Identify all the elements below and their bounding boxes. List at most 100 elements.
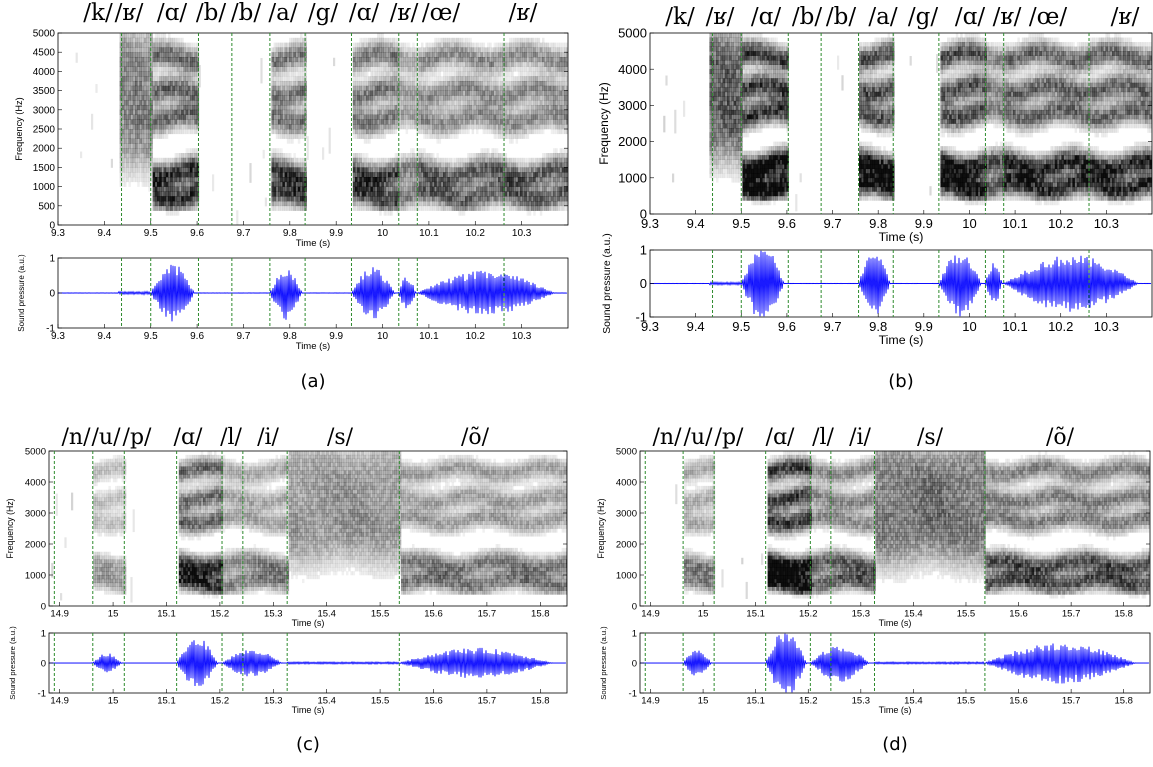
waveform-plot: -1 0 1 9.3 9.4 9.5 9.6 9.7 9.8 9.9 10 10.1 10.2 10.3 T… [17,254,569,352]
phoneme-label: /ɑ/ [955,4,985,30]
phoneme-label: /b/ [231,0,261,26]
x-tick-label: 10.2 [466,331,486,342]
chart-panel-1: 0 500 1000 1500 2000 2500 3000 3500 4000 4500 5000… [14,0,569,392]
y-axis-label: Frequency (Hz) [597,82,611,164]
spectrogram-intensity [663,33,1152,212]
y-tick-label: 0 [49,289,55,300]
x-tick-label: 15.8 [1114,609,1133,620]
y-axis-label: Sound pressure (a.u.) [599,626,608,700]
y-tick-label: 0 [49,221,55,232]
x-tick-label: 15.7 [478,609,497,620]
x-axis-label: Time (s) [879,230,924,244]
x-tick-label: 9.3 [641,216,659,231]
x-axis-label: Time (s) [292,618,325,628]
x-tick-label: 9.8 [283,331,297,342]
phoneme-label: /a/ [268,0,297,26]
waveform-trace [48,640,567,687]
x-axis-label: Time (s) [296,238,330,249]
y-axis-label: Sound pressure (a.u.) [602,233,613,334]
waveform-plot: -1 0 1 14.9 15 15.1 15.2 15.3 15.4 15.5 15.6 15.7 15… [599,626,1151,715]
phoneme-label: /ɑ/ [751,4,781,30]
y-tick-label: 2500 [33,125,56,136]
x-tick-label: 9.5 [732,216,750,231]
panel-caption: (d) [882,734,907,755]
x-tick-label: 15.7 [1062,609,1081,620]
phoneme-label: /ɑ/ [766,425,795,450]
x-tick-label: 15.4 [317,609,336,620]
x-tick-label: 15.2 [799,696,818,707]
y-tick-label: 3000 [33,105,56,116]
x-tick-label: 15 [108,696,119,707]
x-tick-label: 9.4 [97,228,111,239]
x-tick-label: 10.1 [1002,319,1027,334]
waveform-plot: -1 0 1 9.3 9.4 9.5 9.6 9.7 9.8 9.9 10 10.1 10.2 10.3 T… [602,233,1153,347]
phoneme-label: /ʁ/ [115,0,144,26]
x-tick-label: 14.9 [50,696,69,707]
x-tick-label: 9.7 [237,228,251,239]
spectrogram-plot: 0 1000 2000 3000 4000 5000 14.9 15 15.1 15.2 15.3 1… [5,446,568,628]
x-axis-label: Time (s) [296,341,330,352]
x-tick-label: 9.7 [824,216,842,231]
x-tick-label: 14.9 [641,609,660,620]
spectrogram-intensity [51,451,567,603]
phoneme-label: /p/ [123,425,152,450]
x-tick-label: 10.2 [1048,216,1073,231]
y-tick-label: 2000 [616,539,637,550]
y-tick-label: 0 [640,276,647,291]
y-axis-label: Sound pressure (a.u.) [8,626,17,700]
phoneme-label: /ʁ/ [509,0,538,26]
x-tick-label: 14.9 [641,696,660,707]
y-tick-label: 5000 [25,446,46,457]
x-tick-label: 15.2 [799,609,818,620]
x-tick-label: 15.1 [746,696,765,707]
y-tick-label: 1500 [33,163,56,174]
x-tick-label: 15.3 [264,696,283,707]
x-tick-label: 15.3 [264,609,283,620]
x-tick-label: 15.2 [211,609,230,620]
y-axis-label: Frequency (Hz) [14,97,24,160]
y-tick-label: 1000 [33,182,56,193]
panel-caption: (c) [296,734,320,755]
y-tick-label: 4000 [25,477,46,488]
phoneme-label: /ʁ/ [993,4,1022,30]
x-tick-label: 15.3 [852,696,871,707]
panel-caption: (b) [888,371,913,392]
x-tick-label: 9.6 [190,331,204,342]
x-tick-label: 9.8 [283,228,297,239]
x-tick-label: 15.2 [211,696,230,707]
x-tick-label: 15.6 [424,696,443,707]
y-tick-label: 0 [41,601,46,612]
y-tick-label: 1000 [618,170,647,185]
x-tick-label: 10 [962,319,976,334]
x-tick-label: 9.5 [144,228,158,239]
x-tick-label: 9.4 [97,331,111,342]
y-tick-label: 1 [640,243,647,258]
x-tick-label: 15.1 [157,609,176,620]
x-tick-label: 9.3 [641,319,659,334]
x-tick-label: 15.1 [746,609,765,620]
x-tick-label: 9.3 [51,228,65,239]
x-tick-label: 15.4 [904,696,923,707]
y-axis-label: Frequency (Hz) [5,498,15,558]
y-tick-label: 1000 [616,570,637,581]
phoneme-label: /n/ [62,425,92,450]
x-tick-label: 10.1 [419,331,439,342]
phoneme-label: /p/ [715,425,744,450]
y-tick-label: 3500 [33,86,56,97]
x-tick-label: 10.2 [1048,319,1073,334]
phoneme-label: /ɑ/ [174,425,203,450]
y-tick-label: 5000 [618,26,647,41]
phoneme-label: /l/ [812,425,834,450]
x-tick-label: 15.6 [1009,696,1028,707]
x-tick-label: 10.3 [512,331,532,342]
y-tick-label: 3000 [25,508,46,519]
x-axis-label: Time (s) [879,618,912,628]
y-tick-label: 4000 [33,67,56,78]
phoneme-label: /ʁ/ [1111,4,1140,30]
x-tick-label: 10.3 [1094,319,1119,334]
spectrogram-plot: 0 1000 2000 3000 4000 5000 9.3 9.4 9.5 9.6 9.7 9.8 9… [597,26,1153,244]
phoneme-label: /œ/ [422,0,460,26]
waveform-trace [639,633,1150,693]
x-tick-label: 15.5 [957,609,976,620]
phoneme-label: /b/ [196,0,226,26]
